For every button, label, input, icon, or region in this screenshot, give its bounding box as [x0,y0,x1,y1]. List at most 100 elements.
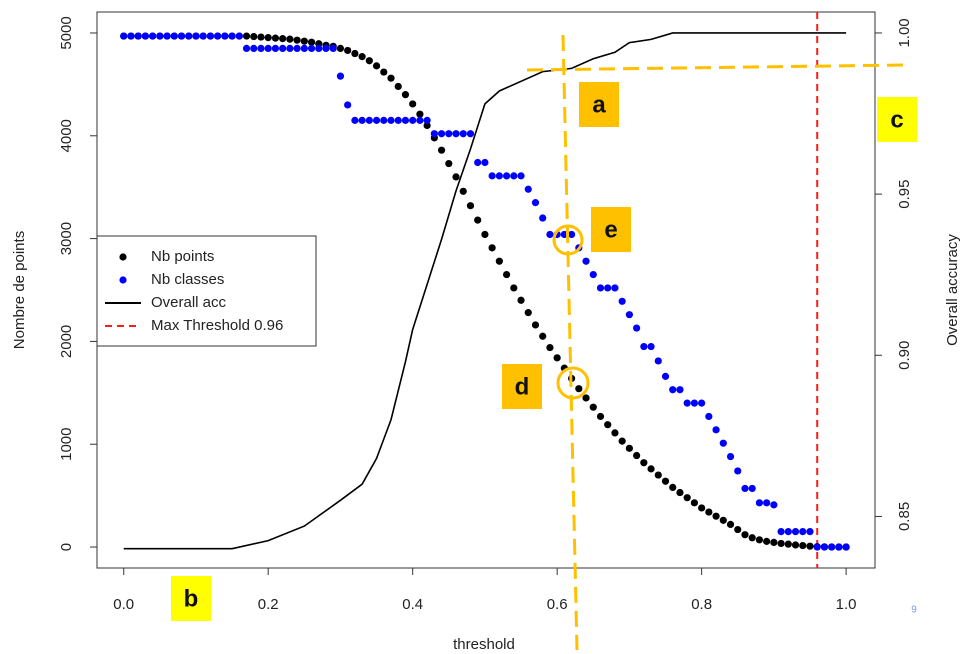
point [329,44,337,52]
point [466,130,475,138]
point [307,44,316,52]
point [784,540,792,548]
point [437,130,446,138]
point [214,32,222,40]
point [791,528,800,536]
x-tick-label: 0.2 [258,596,279,613]
point [156,32,164,40]
annotation-box [502,364,542,409]
point [539,214,547,222]
point [502,270,511,279]
point [611,284,619,292]
point [481,230,489,239]
point [582,394,590,402]
x-tick-label: 0.6 [547,596,568,613]
point [474,216,482,224]
point [199,32,207,40]
point [235,32,243,40]
point [625,444,633,452]
annotation-box [171,576,211,621]
point [336,44,345,52]
point [271,34,280,42]
point [517,296,525,304]
point [322,44,330,52]
point [286,35,294,43]
point [300,37,308,45]
y2-tick-label: 0.90 [896,341,913,370]
point [647,465,655,473]
point [372,62,381,70]
footnote: 9 [911,605,917,616]
point [257,33,265,41]
point [531,199,540,207]
point [510,284,518,292]
point [654,357,662,365]
point [726,520,735,529]
point [698,504,706,512]
point [539,332,547,340]
point [553,354,561,362]
y2-tick-label: 0.95 [896,180,913,209]
y-tick-label: 1000 [58,428,75,461]
point [640,459,648,467]
point [192,32,200,40]
point [228,32,236,40]
point [690,399,699,407]
point [705,508,713,516]
point [300,44,308,52]
point [683,399,691,407]
point [409,116,417,124]
point [271,44,280,52]
legend-box [96,235,317,347]
y2-tick-label: 1.00 [896,18,913,47]
point [401,91,410,99]
point [459,187,467,195]
point [250,44,258,52]
point [163,32,171,40]
point [683,494,691,502]
point [279,35,287,43]
point [242,44,251,52]
point [828,543,836,551]
point [820,543,829,551]
point [510,172,518,180]
point [149,32,157,40]
point [177,32,186,40]
y-tick-label: 5000 [58,16,75,49]
legend-label: Overall acc [151,294,227,311]
point [676,488,684,497]
point [604,421,612,429]
point [546,230,554,239]
point [264,44,272,52]
point [380,68,388,76]
point [531,321,540,329]
point [589,270,597,279]
legend-label: Nb points [151,248,214,265]
point [351,116,359,124]
point [748,484,756,493]
point [734,467,742,475]
y-tick-label: 2000 [58,325,75,358]
point [351,49,359,58]
x-tick-label: 0.0 [113,596,134,613]
point [293,44,301,52]
point [344,101,352,109]
point [279,44,287,52]
point [575,385,583,393]
point [495,172,503,180]
point [618,297,626,305]
point [813,543,821,551]
point [120,32,128,40]
guide-circle [552,224,584,256]
y-axis-label: Nombre de points [11,231,28,349]
point [669,483,677,491]
y2-axis-label: Overall accuracy [944,234,961,346]
point [770,538,778,547]
point [336,72,345,80]
point [488,244,496,252]
point [445,159,453,168]
point [661,372,670,380]
point [474,158,482,167]
point [596,412,605,421]
point [358,53,366,61]
